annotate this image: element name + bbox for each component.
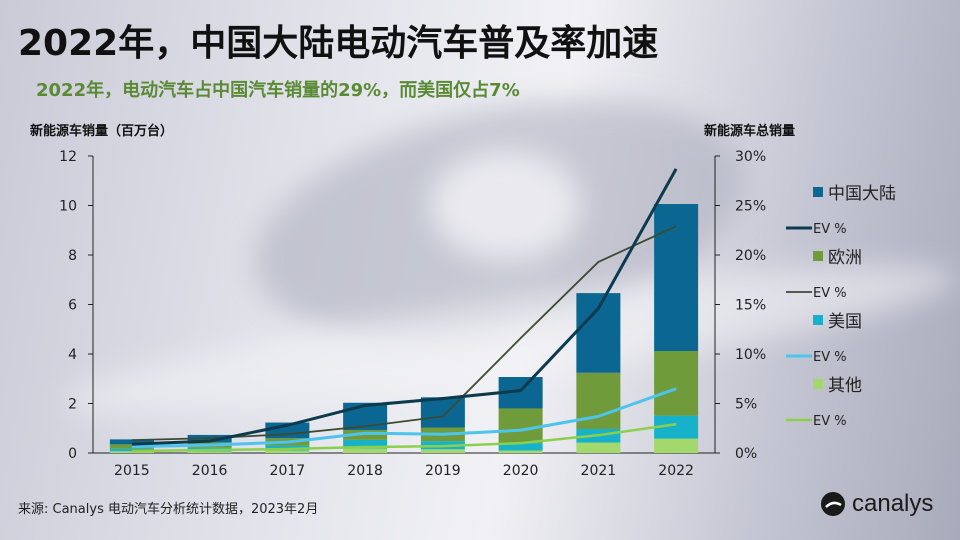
legend-label: 其他 bbox=[828, 376, 862, 396]
y-tick-label: 10 bbox=[59, 199, 77, 215]
y2-axis-label: 新能源车总销量 bbox=[704, 124, 796, 139]
line-ev-percent-中国大陆 bbox=[131, 168, 678, 446]
logo-icon bbox=[821, 492, 845, 516]
y2-tick-label: 25% bbox=[735, 199, 766, 215]
y2-tick-label: 30% bbox=[735, 149, 766, 165]
x-tick-label: 2017 bbox=[270, 463, 306, 479]
x-tick-label: 2020 bbox=[503, 463, 539, 479]
background-highlight bbox=[430, 150, 580, 260]
legend-label: EV % bbox=[813, 414, 847, 429]
y2-tick-label: 20% bbox=[735, 248, 766, 264]
logo-text: canalys bbox=[852, 490, 934, 517]
line-ev-percent-其他 bbox=[131, 423, 677, 453]
legend-swatch bbox=[813, 379, 823, 389]
y-tick-label: 6 bbox=[68, 298, 77, 314]
y-axis-label: 新能源车销量（百万台） bbox=[30, 124, 174, 139]
bar-欧洲 bbox=[343, 429, 388, 440]
legend-label: EV % bbox=[813, 350, 847, 365]
bar-其他 bbox=[654, 438, 699, 453]
y2-tick-label: 15% bbox=[735, 298, 766, 314]
bar-其他 bbox=[420, 449, 465, 453]
x-tick-label: 2019 bbox=[425, 463, 461, 479]
y-tick-label: 4 bbox=[68, 347, 77, 363]
bar-欧洲 bbox=[654, 351, 699, 416]
legend-label: 中国大陆 bbox=[828, 184, 896, 204]
y2-tick-label: 0% bbox=[735, 446, 757, 462]
bar-美国 bbox=[343, 439, 388, 449]
y-tick-label: 2 bbox=[68, 397, 77, 413]
legend-label: EV % bbox=[813, 286, 847, 301]
legend-swatch bbox=[813, 315, 823, 325]
bar-其他 bbox=[343, 448, 388, 453]
x-tick-label: 2015 bbox=[114, 463, 150, 479]
y2-tick-label: 10% bbox=[735, 347, 766, 363]
legend-label: EV % bbox=[813, 222, 847, 237]
legend-swatch bbox=[813, 251, 823, 261]
canalys-logo: canalys bbox=[820, 490, 933, 518]
y2-tick-label: 5% bbox=[735, 397, 757, 413]
bar-中国大陆 bbox=[654, 204, 699, 352]
x-tick-label: 2016 bbox=[192, 463, 228, 479]
bar-其他 bbox=[265, 450, 310, 453]
legend-label: 欧洲 bbox=[828, 248, 862, 268]
bar-中国大陆 bbox=[576, 293, 621, 373]
y-tick-label: 8 bbox=[68, 248, 77, 264]
bar-其他 bbox=[498, 450, 543, 453]
y-tick-label: 0 bbox=[68, 446, 77, 462]
page-title: 2022年，中国大陆电动汽车普及率加速 bbox=[18, 23, 659, 64]
x-tick-label: 2022 bbox=[658, 463, 694, 479]
bar-美国 bbox=[654, 415, 699, 439]
bar-欧洲 bbox=[498, 408, 543, 444]
x-tick-label: 2018 bbox=[347, 463, 383, 479]
legend-label: 美国 bbox=[828, 312, 862, 332]
bar-其他 bbox=[187, 451, 232, 453]
line-ev-percent-美国 bbox=[131, 387, 677, 449]
bar-其他 bbox=[109, 451, 154, 453]
source-note: 来源: Canalys 电动汽车分析统计数据，2023年2月 bbox=[18, 502, 319, 517]
x-tick-label: 2021 bbox=[581, 463, 617, 479]
legend-swatch bbox=[813, 187, 823, 197]
bar-其他 bbox=[576, 442, 621, 453]
bar-中国大陆 bbox=[109, 439, 154, 445]
subtitle: 2022年，电动汽车占中国汽车销量的29%，而美国仅占7% bbox=[36, 80, 520, 101]
bar-美国 bbox=[498, 443, 543, 451]
y-tick-label: 12 bbox=[59, 149, 77, 165]
